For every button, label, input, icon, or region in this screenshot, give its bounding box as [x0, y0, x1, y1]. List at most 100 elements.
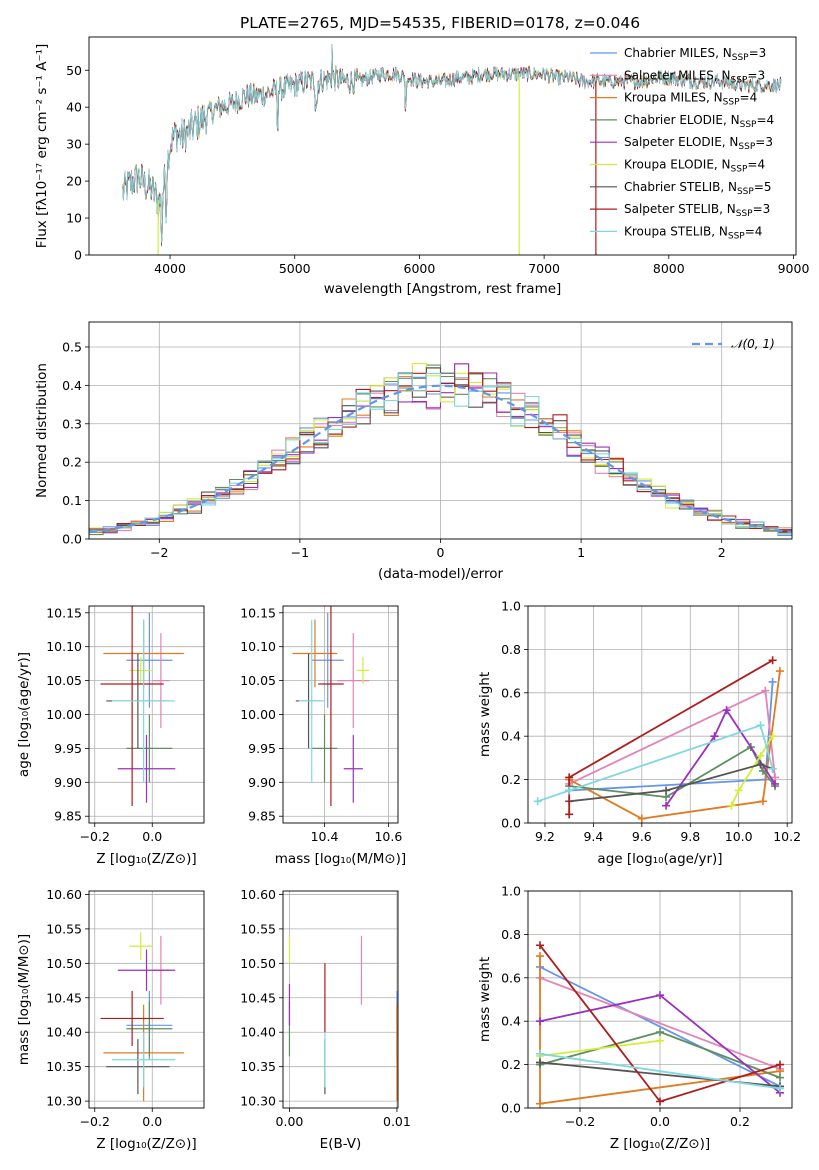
x-tick-label: 8000	[653, 261, 685, 276]
y-tick-label: 0.4	[62, 378, 82, 393]
legend-text: Salpeter MILES, N	[624, 68, 731, 82]
weight-point	[758, 797, 767, 806]
legend-suffix: =5	[754, 180, 772, 194]
y-tick-label: 10.30	[240, 1094, 276, 1109]
z_mass-panel: −0.2 0.0 10.30 10.35 10.40 10.45 10.50 10.55 10.…	[16, 887, 205, 1152]
y-tick-label: 0.3	[62, 416, 82, 431]
x-axis-label: wavelength [Angstrom, rest frame]	[324, 281, 562, 297]
y-tick-label: 10.50	[240, 956, 276, 971]
mass_age-data	[292, 606, 370, 807]
legend-subscript: SSP	[737, 187, 754, 197]
weight-line-salpeter-miles	[539, 976, 781, 1070]
y-tick-label: 0.5	[62, 339, 82, 354]
y-tick-label: 10.15	[240, 605, 276, 620]
weight-point	[565, 810, 574, 819]
x-tick-label: 1	[577, 545, 585, 560]
axes-frame	[527, 890, 793, 1109]
y-tick-label: 0.6	[501, 970, 521, 985]
axes-frame	[282, 890, 399, 1109]
y-tick-label: 0.4	[501, 729, 521, 744]
histogram-chabrier-stelib	[89, 367, 792, 533]
y-tick-label: 10.15	[46, 605, 82, 620]
x-tick-label: −1	[291, 545, 309, 560]
weight-point	[536, 1049, 544, 1058]
y-tick-label: 10.05	[240, 673, 276, 688]
x-tick-label: 0.2	[730, 1114, 750, 1129]
y-tick-label: 10.30	[46, 1094, 82, 1109]
legend-subscript: SSP	[732, 53, 749, 63]
y-tick-label: 1.0	[501, 884, 521, 899]
y-tick-label: 10.40	[240, 1025, 276, 1040]
weight-point	[637, 814, 646, 823]
age_weight-panel: 9.2 9.4 9.6 9.8 10.0 10.2 0.0 0.2 0.4 0.6 0.8 1.0 ag…	[477, 599, 801, 868]
y-tick-label: 50	[66, 63, 82, 78]
y-tick-label: 9.85	[248, 809, 276, 824]
legend-entry: Kroupa STELIB, NSSP=4	[624, 224, 762, 241]
x-axis-label: Z [log₁₀(Z/Z⊙)]	[96, 851, 196, 867]
y-tick-label: 0.8	[501, 927, 521, 942]
weight-point	[722, 706, 731, 715]
y-tick-label: 0.2	[62, 455, 82, 470]
weight-line-salpeter-elodie	[665, 708, 776, 807]
y-tick-label: 10.60	[240, 887, 276, 902]
y-tick-label: 0.2	[501, 1057, 521, 1072]
y-tick-label: 9.90	[54, 775, 82, 790]
legend-suffix: =3	[747, 68, 765, 82]
y-tick-label: 10.05	[46, 673, 82, 688]
x-tick-label: 0.0	[142, 1114, 162, 1129]
weight-line-chabrier-stelib	[569, 763, 773, 803]
spectrum-panel: 4000 5000 6000 7000 8000 9000 0 10 20 30 40 50 PLATE…	[34, 14, 809, 297]
legend-subscript: SSP	[723, 98, 740, 108]
axes-frame	[88, 605, 205, 824]
legend-suffix: =3	[755, 135, 773, 149]
x-tick-label: 5000	[279, 261, 311, 276]
y-tick-label: 10.40	[46, 1025, 82, 1040]
weight-point	[775, 667, 784, 676]
weight-point	[565, 773, 574, 782]
axes-frame	[527, 605, 793, 824]
axes-frame	[88, 36, 797, 256]
histogram-panel: −2 −1 0 1 2 0.0 0.1 0.2 0.3 0.4 0.5 (data-model)/er…	[34, 321, 793, 582]
legend-entry: Salpeter STELIB, NSSP=3	[624, 202, 770, 219]
y-tick-label: 9.95	[54, 741, 82, 756]
y-tick-label: 10.50	[46, 956, 82, 971]
x-tick-label: 2	[718, 545, 726, 560]
y-tick-label: 0.0	[501, 1101, 521, 1116]
ebv_mass-data	[288, 935, 398, 1102]
weight-point	[734, 786, 743, 795]
age_weight-data	[533, 656, 784, 823]
y-tick-label: 0.8	[501, 642, 521, 657]
weight-point	[536, 1017, 544, 1026]
weight-point	[536, 1099, 544, 1108]
legend-entry: Salpeter ELODIE, NSSP=3	[624, 135, 773, 152]
weight-point	[776, 1060, 784, 1069]
legend-entry: Salpeter MILES, NSSP=3	[624, 68, 765, 85]
weight-point	[536, 941, 544, 950]
y-tick-label: 10.10	[240, 639, 276, 654]
weight-point	[756, 760, 765, 769]
weight-point	[756, 721, 765, 730]
legend-subscript: SSP	[731, 75, 748, 85]
weight-point	[768, 656, 777, 665]
x-tick-label: 0.0	[142, 829, 162, 844]
x-tick-label: 10.4	[311, 829, 339, 844]
y-tick-label: 10.55	[240, 921, 276, 936]
axes-frame	[88, 321, 793, 540]
weight-point	[768, 732, 777, 741]
weight-line-chabrier-miles	[539, 966, 781, 1088]
weight-point	[536, 1058, 544, 1067]
weight-point	[656, 1028, 664, 1037]
x-axis-label: (data-model)/error	[378, 566, 504, 582]
legend-subscript: SSP	[736, 209, 753, 219]
weight-line-kroupa-stelib	[537, 724, 774, 803]
y-tick-label: 9.95	[248, 741, 276, 756]
legend-subscript: SSP	[738, 142, 755, 152]
z_age-data	[100, 606, 184, 807]
legend-entry: Kroupa ELODIE, NSSP=4	[624, 158, 765, 175]
y-axis-label: mass weight	[477, 672, 493, 757]
weight-point	[761, 686, 770, 695]
legend-entry: Chabrier STELIB, NSSP=5	[624, 180, 772, 197]
y-tick-label: 20	[66, 174, 82, 189]
y-tick-label: 10.00	[46, 707, 82, 722]
